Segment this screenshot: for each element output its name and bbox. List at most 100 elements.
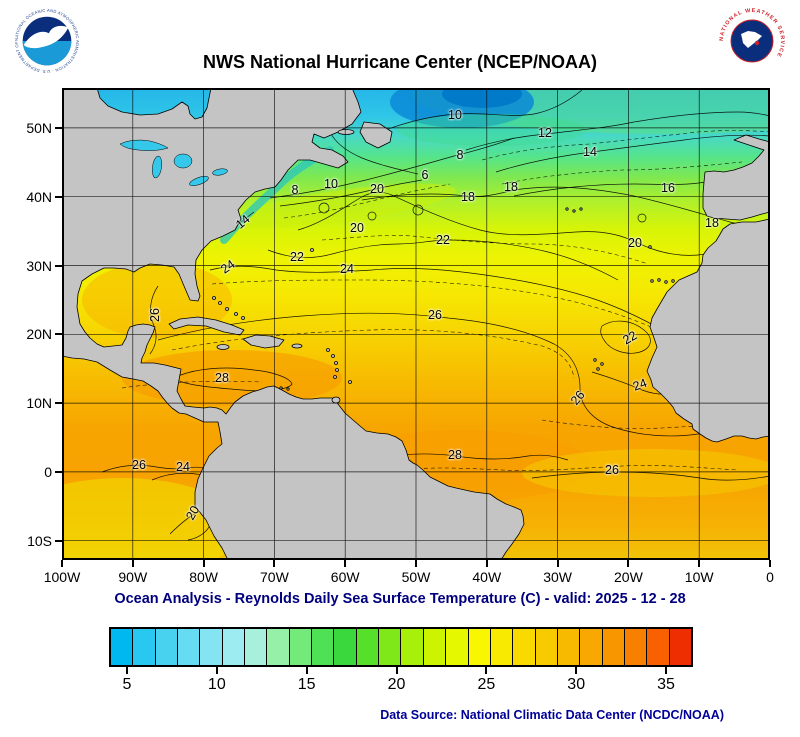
colorbar-cell bbox=[400, 629, 423, 665]
colorbar-cell bbox=[556, 629, 580, 665]
trinidad bbox=[331, 396, 341, 404]
americas-land bbox=[62, 88, 525, 560]
colorbar-tick bbox=[575, 667, 578, 674]
lon-tick bbox=[769, 560, 771, 567]
lon-tick bbox=[485, 560, 488, 567]
colorbar-cell bbox=[199, 629, 222, 665]
lat-tick bbox=[55, 264, 62, 267]
colorbar-cell bbox=[154, 629, 178, 665]
colorbar-cell bbox=[111, 629, 133, 665]
colorbar-cell bbox=[221, 629, 245, 665]
colorbar-cell bbox=[512, 629, 535, 665]
colorbar-tick bbox=[125, 667, 128, 674]
lon-tick-label: 70W bbox=[259, 569, 289, 585]
colorbar-tick-label: 25 bbox=[477, 676, 496, 693]
colorbar-cell bbox=[132, 629, 155, 665]
colorbar-cell bbox=[311, 629, 334, 665]
colorbar-cell bbox=[601, 629, 624, 665]
great-lakes bbox=[119, 139, 228, 186]
lon-tick bbox=[273, 560, 276, 567]
analysis-caption: Ocean Analysis - Reynolds Daily Sea Surf… bbox=[114, 591, 686, 607]
lon-tick-label: 0 bbox=[766, 569, 774, 585]
lat-tick bbox=[55, 333, 62, 336]
lat-tick-label: 40N bbox=[26, 188, 52, 205]
africa-land bbox=[646, 218, 770, 443]
lat-tick-label: 20N bbox=[26, 326, 52, 343]
colorbar-cell bbox=[288, 629, 312, 665]
lat-tick bbox=[55, 470, 62, 473]
colorbar-cell bbox=[467, 629, 490, 665]
colorbar: 5 10 15 20 25 30 35 bbox=[109, 627, 693, 699]
colorbar-cell bbox=[422, 629, 446, 665]
landmasses bbox=[62, 88, 770, 560]
colorbar-tick bbox=[215, 667, 218, 674]
colorbar-tick-label: 10 bbox=[207, 676, 226, 693]
lon-tick-label: 40W bbox=[472, 569, 502, 585]
lon-tick-label: 90W bbox=[118, 569, 148, 585]
longitude-axis: 100W 90W 80W 70W 60W 50W 40W 30W 20W 10W 0 bbox=[44, 560, 774, 590]
nws-logo: NATIONAL WEATHER SERVICE bbox=[717, 6, 787, 76]
lat-tick-label: 0 bbox=[44, 463, 52, 480]
colorbar-tick bbox=[395, 667, 398, 674]
colorbar-tick-label: 20 bbox=[387, 676, 406, 693]
lat-tick-label: 10S bbox=[27, 532, 52, 549]
colorbar-cell bbox=[378, 629, 401, 665]
colorbar-cell bbox=[244, 629, 267, 665]
anticosti bbox=[337, 129, 355, 135]
lat-tick bbox=[55, 402, 62, 405]
lon-tick bbox=[627, 560, 630, 567]
page-title: NWS National Hurricane Center (NCEP/NOAA… bbox=[202, 52, 598, 72]
map-border bbox=[62, 88, 770, 560]
data-source: Data Source: National Climatic Data Cent… bbox=[380, 708, 724, 722]
puerto-rico bbox=[291, 343, 303, 349]
lat-tick bbox=[55, 539, 62, 542]
lon-tick-label: 100W bbox=[43, 569, 81, 585]
lat-tick-label: 10N bbox=[26, 395, 52, 412]
cuba bbox=[168, 316, 245, 336]
colorbar-cell bbox=[445, 629, 468, 665]
colorbar-cell bbox=[489, 629, 513, 665]
bermuda bbox=[310, 248, 314, 252]
lat-tick bbox=[55, 195, 62, 198]
colorbar-tick-label: 35 bbox=[657, 676, 675, 693]
colorbar-cell bbox=[668, 629, 691, 665]
lon-tick-label: 80W bbox=[189, 569, 218, 585]
lon-tick-label: 60W bbox=[330, 569, 360, 585]
colorbar-cell bbox=[333, 629, 356, 665]
map-frame: 10 12 14 8 6 10 8 18 20 16 18 14 18 20 22 20 22 24 24 26 26 2… bbox=[62, 88, 770, 560]
colorbar-tick-label: 15 bbox=[297, 676, 316, 693]
newfoundland bbox=[359, 121, 393, 149]
lon-tick-label: 50W bbox=[401, 569, 431, 585]
lat-tick-label: 30N bbox=[26, 257, 52, 274]
colorbar-cell bbox=[534, 629, 557, 665]
graticule bbox=[62, 88, 770, 560]
colorbar-tick-label: 5 bbox=[122, 676, 132, 693]
lon-tick bbox=[556, 560, 559, 567]
lon-tick bbox=[344, 560, 347, 567]
lon-tick bbox=[698, 560, 701, 567]
sst-map bbox=[62, 88, 770, 560]
lon-tick-label: 10W bbox=[684, 569, 714, 585]
lon-tick-label: 20W bbox=[613, 569, 643, 585]
lon-tick bbox=[61, 560, 63, 567]
colorbar-cell bbox=[579, 629, 602, 665]
europe-land bbox=[702, 134, 770, 221]
colorbar-cell bbox=[646, 629, 669, 665]
madeira bbox=[648, 245, 652, 249]
lat-tick bbox=[55, 126, 62, 129]
colorbar-cells bbox=[109, 627, 693, 667]
latitude-axis: 50N 40N 30N 20N 10N 0 10S bbox=[0, 88, 62, 560]
colorbar-tick bbox=[305, 667, 308, 674]
colorbar-cell bbox=[266, 629, 289, 665]
lon-tick-label: 30W bbox=[543, 569, 572, 585]
colorbar-tick bbox=[485, 667, 488, 674]
lon-tick bbox=[415, 560, 417, 567]
colorbar-tick bbox=[665, 667, 668, 674]
colorbar-cell bbox=[623, 629, 647, 665]
colorbar-tick-label: 30 bbox=[567, 676, 586, 693]
noaa-logo: NATIONAL OCEANIC AND ATMOSPHERIC ADMINIS… bbox=[12, 6, 82, 76]
colorbar-cell bbox=[177, 629, 200, 665]
jamaica bbox=[216, 344, 230, 350]
lon-tick bbox=[202, 560, 205, 567]
